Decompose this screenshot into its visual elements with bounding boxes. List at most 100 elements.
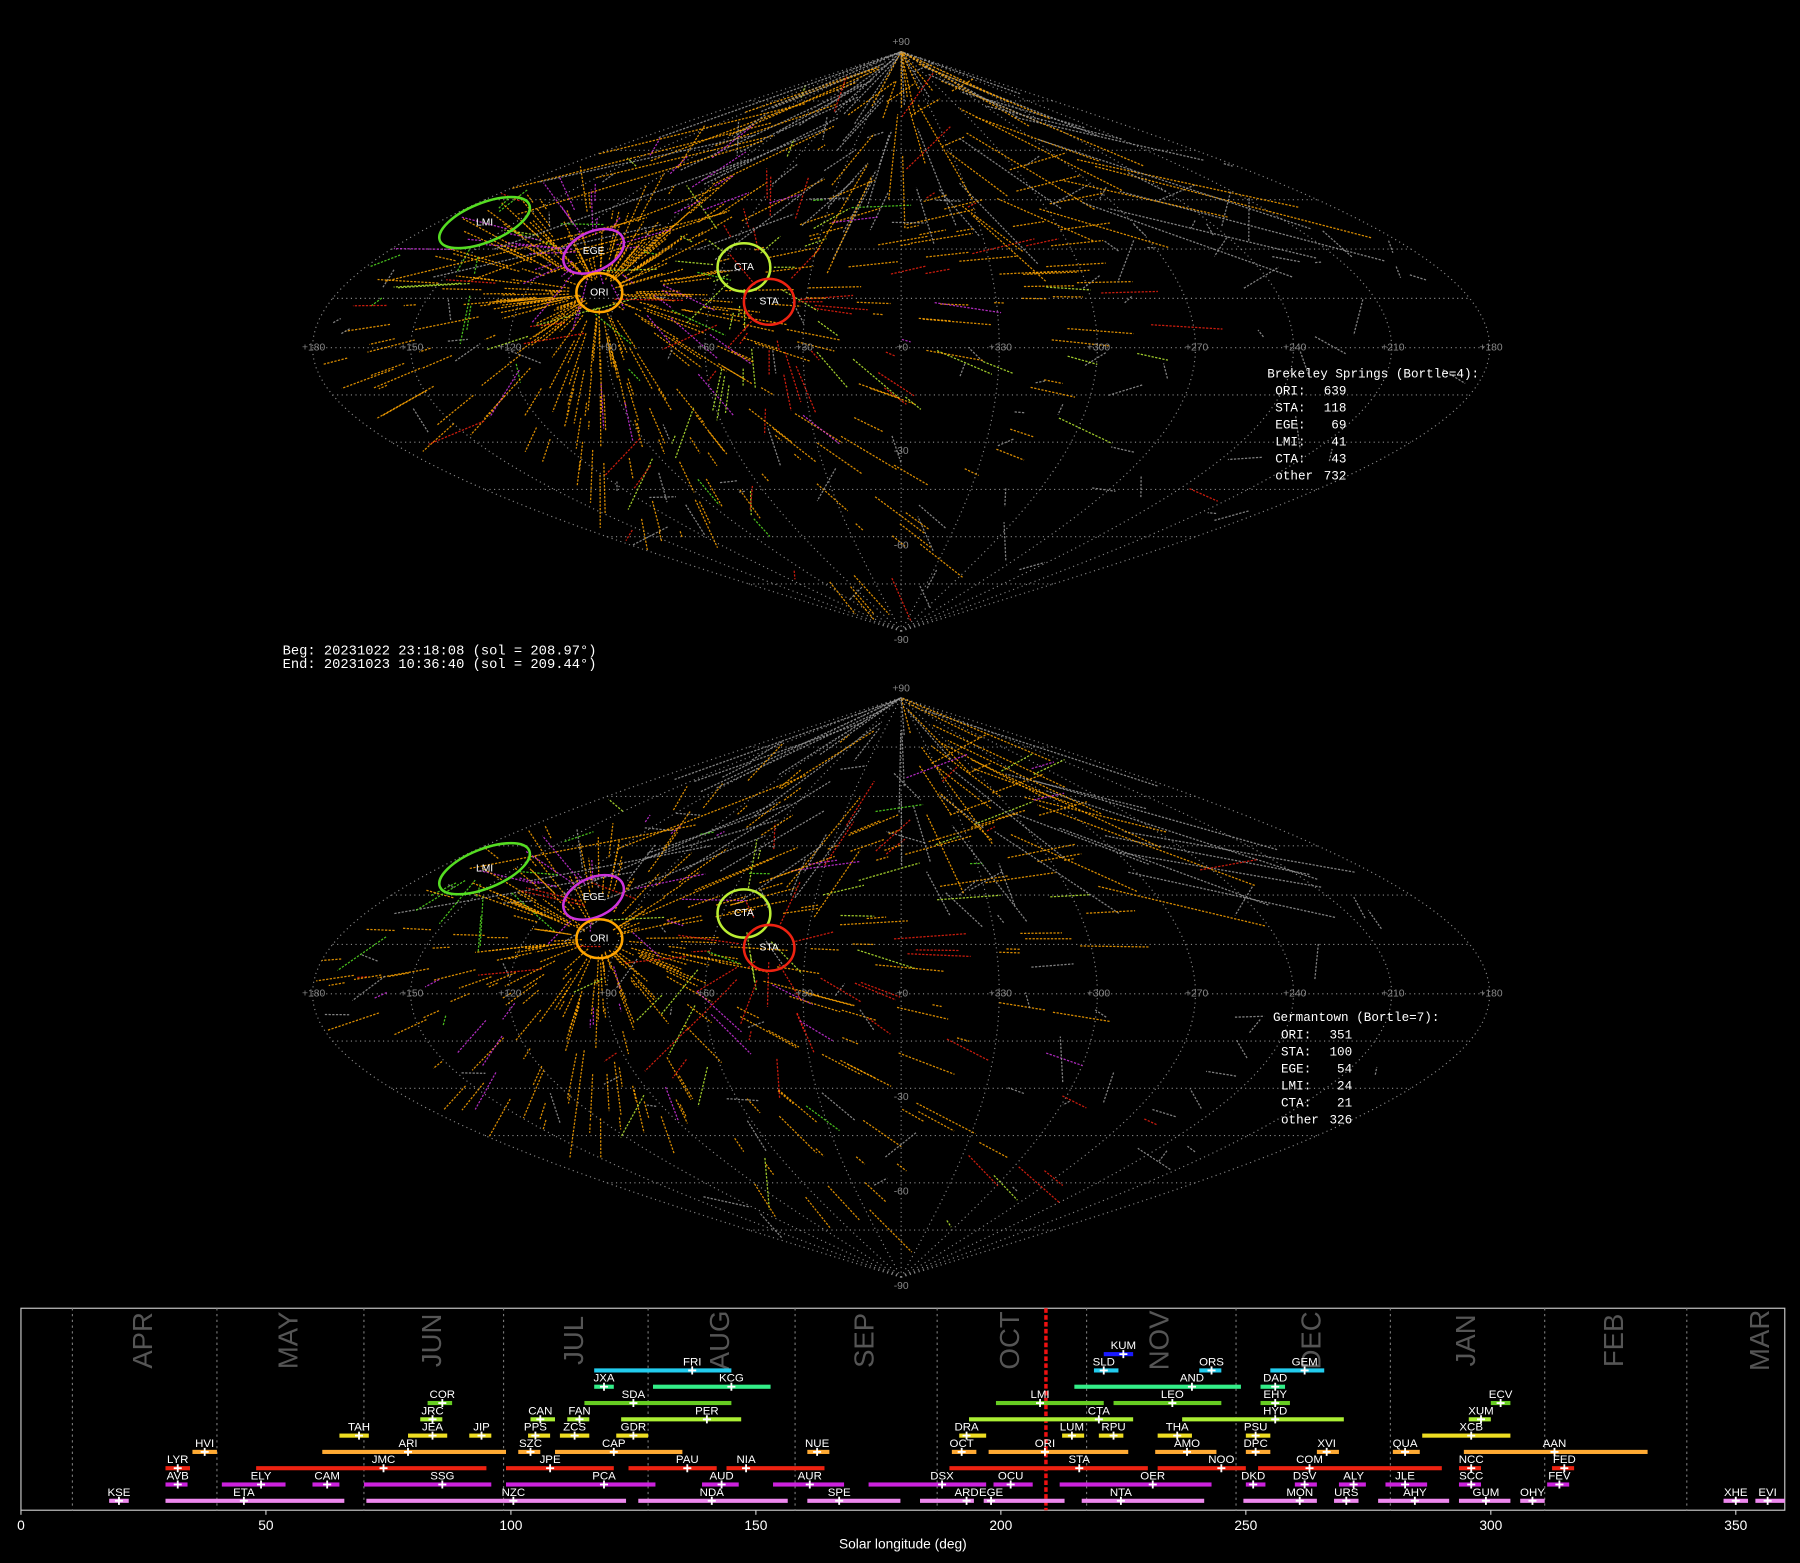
meteor-trail — [575, 254, 593, 282]
meteor-trail — [907, 106, 926, 164]
meteor-trail — [369, 338, 395, 346]
meteor-trail — [717, 363, 753, 385]
meteor-trail — [1062, 1100, 1070, 1106]
count-value: 118 — [1324, 401, 1347, 416]
meteor-trail — [545, 290, 563, 292]
shower-circle — [575, 917, 624, 960]
meteor-trail — [875, 964, 945, 972]
meteor-trail — [1064, 857, 1076, 861]
meteor-trail — [648, 407, 666, 444]
shower-label: ORS — [1199, 1356, 1224, 1368]
meteor-trail — [485, 972, 517, 986]
meteor-trail — [618, 854, 623, 866]
shower-bar — [555, 1449, 683, 1454]
meteor-trail — [1038, 208, 1169, 248]
shower-label: EHY — [1263, 1389, 1287, 1401]
meteor-trail — [1030, 386, 1076, 398]
meteor-trail — [765, 265, 814, 273]
meteor-trail — [421, 354, 453, 370]
meteor-trail — [857, 949, 916, 970]
meteor-trail — [613, 880, 632, 913]
shower-bar — [949, 1466, 1148, 1471]
meteor-trail — [972, 238, 1035, 255]
meteor-trail — [1207, 512, 1217, 515]
meteor-trail — [517, 140, 763, 215]
meteor-trail — [959, 255, 1018, 262]
lon-label: +0 — [896, 342, 908, 353]
meridian — [900, 697, 1295, 1278]
meteor-trail — [1117, 240, 1135, 283]
x-tick-label: 250 — [1234, 1518, 1257, 1533]
meteor-trail — [801, 179, 855, 227]
shower-circle — [575, 271, 624, 314]
meteor-trail — [566, 210, 573, 223]
meteor-trail — [666, 916, 678, 921]
count-label: LMI: — [1275, 435, 1305, 450]
meteor-trail — [677, 124, 706, 169]
meteor-trail — [666, 970, 698, 987]
peak-marker — [1467, 1464, 1476, 1473]
meridian — [508, 51, 902, 632]
meteor-trail — [769, 247, 814, 259]
meteor-trail — [805, 1196, 832, 1230]
shower-label: OCU — [998, 1471, 1024, 1483]
meteor-trail — [662, 277, 712, 286]
meteor-trail — [702, 783, 724, 809]
shower-label: PAU — [676, 1454, 699, 1466]
meteor-trail — [839, 734, 850, 743]
peak-marker — [1342, 1496, 1351, 1505]
meteor-trail — [451, 252, 520, 272]
meteor-trail — [901, 155, 906, 229]
meteor-trail — [510, 898, 560, 922]
meteor-trail — [1024, 992, 1031, 1009]
meteor-trail — [717, 345, 755, 363]
shower-label: FAN — [568, 1405, 590, 1417]
meteor-trail — [789, 995, 841, 1013]
meteor-trail — [906, 126, 951, 170]
meteor-trail — [937, 894, 1001, 901]
count-label: other — [1275, 469, 1313, 484]
meteor-trail — [1010, 833, 1138, 892]
meteor-trail — [1010, 428, 1034, 438]
meteor-trail — [470, 409, 494, 436]
meteor-trail — [710, 1013, 752, 1055]
peak-marker — [962, 1496, 971, 1505]
peak-marker — [629, 1431, 638, 1440]
meteor-trail — [1119, 851, 1322, 888]
meteor-trail — [946, 1220, 952, 1228]
meteor-trail — [599, 103, 806, 155]
meteor-trail — [1034, 780, 1278, 851]
meteor-trail — [848, 814, 899, 837]
meteor-trail — [656, 961, 706, 984]
meteor-trail — [795, 931, 835, 943]
meteor-trail — [539, 134, 756, 183]
shower-bar — [726, 1466, 825, 1471]
meteor-trail — [579, 166, 588, 212]
meteor-trail — [770, 855, 835, 880]
meteor-trail — [684, 1024, 723, 1064]
meteor-trails — [311, 51, 1491, 1278]
shower-label: KUM — [1111, 1340, 1137, 1352]
meteor-trail — [928, 821, 995, 843]
meteor-trail — [858, 862, 920, 882]
meteor-trail — [604, 438, 641, 477]
meteor-trail — [412, 408, 429, 433]
meridian — [409, 51, 902, 632]
meteor-trail — [1037, 853, 1082, 863]
meteor-trail — [840, 765, 866, 770]
meteor-trail — [1374, 1066, 1378, 1075]
shower-label: COR — [430, 1389, 456, 1401]
lon-label: +90 — [599, 989, 617, 1000]
meteor-trail — [711, 123, 755, 159]
meridian — [900, 697, 1000, 1278]
shower-bar — [1182, 1417, 1344, 1422]
count-label: ORI: — [1281, 1027, 1311, 1042]
meteor-trail — [813, 199, 825, 202]
peak-marker — [404, 1447, 413, 1456]
meteor-trail — [917, 1110, 955, 1132]
meteor-trail — [940, 303, 969, 306]
meteor-trail — [922, 66, 1098, 137]
meteor-trail — [923, 194, 947, 203]
peak-marker — [707, 1496, 716, 1505]
meteor-trail — [341, 368, 394, 390]
